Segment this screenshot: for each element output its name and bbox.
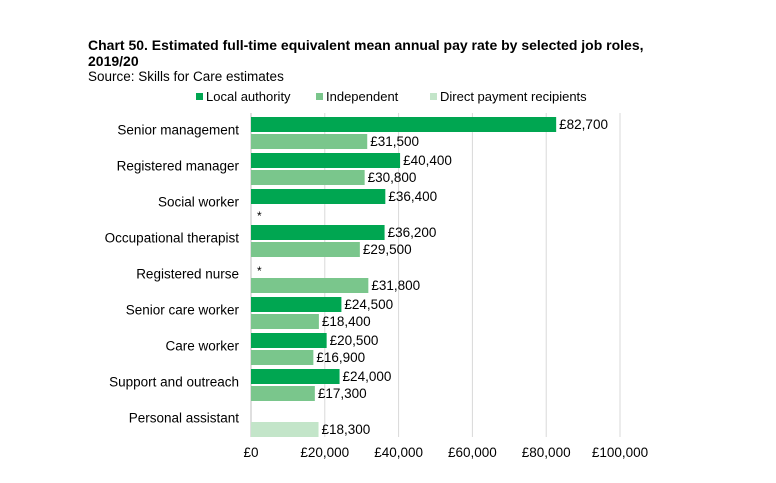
category-label-5: Senior care worker	[126, 303, 240, 318]
bar-1-7	[251, 386, 315, 401]
bar-0-1	[251, 153, 401, 168]
legend-swatch-2	[430, 93, 437, 100]
category-label-4: Registered nurse	[136, 267, 239, 282]
data-label-0-2: £36,400	[388, 189, 437, 204]
data-label-0-5: £24,500	[344, 297, 393, 312]
bar-1-1	[251, 170, 365, 185]
category-label-0: Senior management	[117, 123, 239, 138]
bar-1-0	[251, 134, 368, 149]
x-tick-label-4: £80,000	[522, 445, 571, 460]
data-label-0-3: £36,200	[388, 225, 437, 240]
legend-swatch-0	[196, 93, 203, 100]
category-label-3: Occupational therapist	[105, 231, 240, 246]
category-label-1: Registered manager	[117, 159, 240, 174]
bar-0-6	[251, 333, 327, 348]
bar-0-0	[251, 117, 557, 132]
data-label-1-5: £18,400	[322, 314, 371, 329]
data-label-1-3: £29,500	[363, 242, 412, 257]
data-label-1-4: £31,800	[371, 278, 420, 293]
data-label-0-6: £20,500	[330, 333, 379, 348]
x-tick-label-5: £100,000	[592, 445, 648, 460]
data-label-1-1: £30,800	[368, 170, 417, 185]
bar-0-2	[251, 189, 386, 204]
data-label-0-7: £24,000	[343, 369, 392, 384]
category-label-8: Personal assistant	[129, 411, 240, 426]
data-label-0-4: *	[257, 264, 262, 278]
bar-1-6	[251, 350, 314, 365]
legend-label-0: Local authority	[206, 89, 291, 104]
bar-1-3	[251, 242, 360, 257]
data-label-2-8: £18,300	[322, 422, 371, 437]
x-tick-label-1: £20,000	[300, 445, 349, 460]
data-label-1-6: £16,900	[316, 350, 365, 365]
bar-0-3	[251, 225, 385, 240]
bar-0-5	[251, 297, 342, 312]
bar-1-5	[251, 314, 319, 329]
bar-0-7	[251, 369, 340, 384]
chart-title: Chart 50. Estimated full-time equivalent…	[88, 37, 644, 69]
category-label-7: Support and outreach	[109, 375, 239, 390]
x-tick-label-2: £40,000	[374, 445, 423, 460]
category-label-2: Social worker	[158, 195, 240, 210]
legend-label-2: Direct payment recipients	[440, 89, 587, 104]
bar-2-8	[251, 422, 319, 437]
data-label-1-0: £31,500	[370, 134, 419, 149]
category-label-6: Care worker	[165, 339, 239, 354]
legend-swatch-1	[316, 93, 323, 100]
data-label-1-7: £17,300	[318, 386, 367, 401]
data-label-1-2: *	[257, 209, 262, 223]
data-label-0-0: £82,700	[559, 117, 608, 132]
data-label-0-1: £40,400	[403, 153, 452, 168]
x-tick-label-3: £60,000	[448, 445, 497, 460]
x-tick-label-0: £0	[243, 445, 258, 460]
legend-label-1: Independent	[326, 89, 399, 104]
chart-subtitle: Source: Skills for Care estimates	[88, 69, 284, 84]
bar-1-4	[251, 278, 369, 293]
